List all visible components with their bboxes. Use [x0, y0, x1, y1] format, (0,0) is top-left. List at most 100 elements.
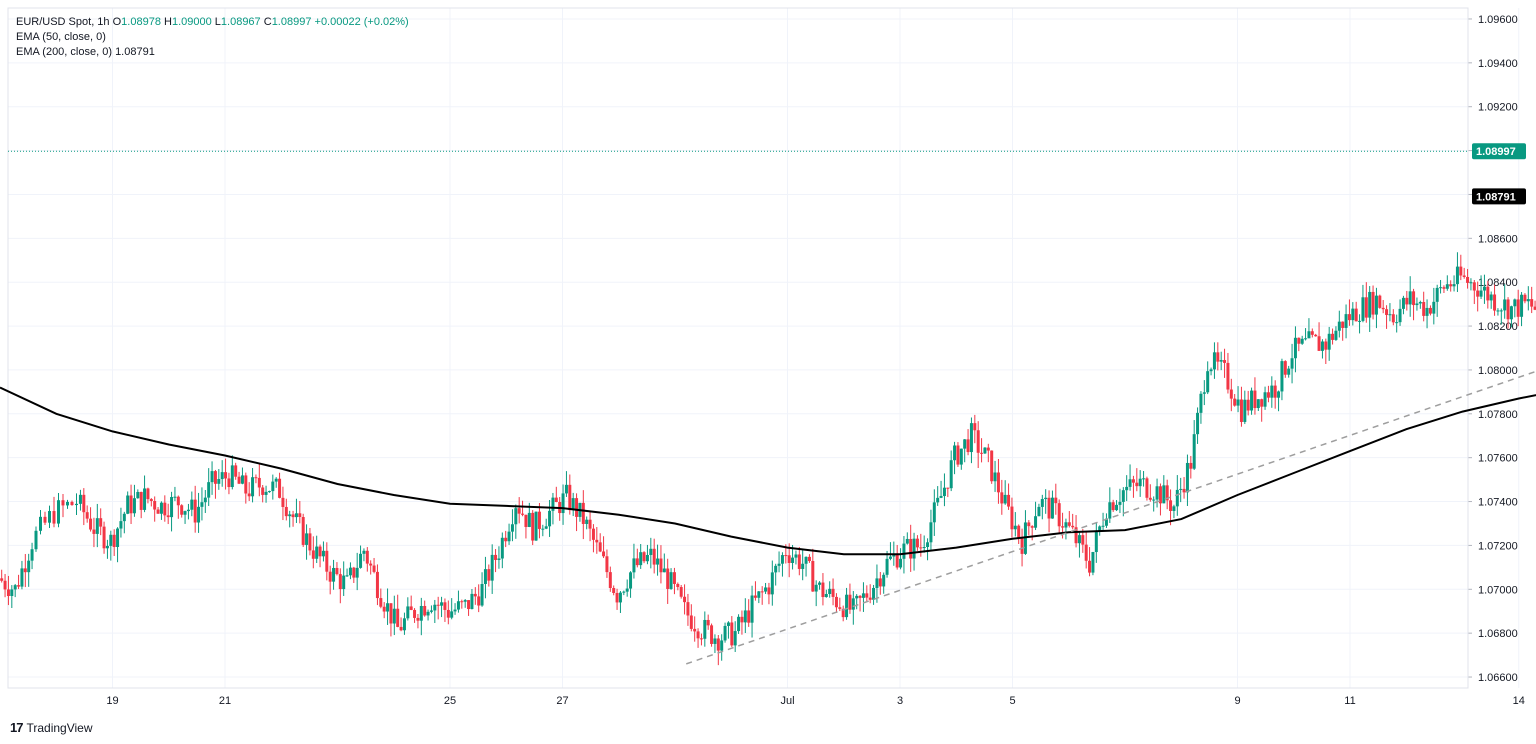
candle-body — [1388, 314, 1392, 316]
candle-body — [986, 447, 990, 451]
candle-body — [318, 546, 322, 557]
candle-body — [1405, 297, 1409, 305]
legend-low-label: L — [214, 16, 221, 28]
candle-body — [244, 475, 248, 494]
candle-body — [413, 609, 417, 618]
candle-body — [571, 498, 575, 511]
candle-body — [1007, 494, 1011, 507]
candle-body — [369, 563, 373, 566]
candle-body — [1442, 287, 1446, 289]
candle-body — [1131, 479, 1135, 483]
candle-body — [1425, 307, 1429, 316]
y-tick-label: 1.09600 — [1478, 14, 1518, 26]
candle-body — [939, 496, 943, 498]
candle-body — [760, 591, 764, 593]
candle-body — [517, 508, 521, 514]
y-tick-label: 1.09200 — [1478, 102, 1518, 114]
candle-body — [102, 526, 106, 549]
candle-body — [1466, 276, 1470, 283]
ema200-badge — [1472, 188, 1526, 205]
candle-body — [146, 488, 150, 500]
plot-frame — [7, 7, 1469, 689]
trend-line[interactable] — [686, 37, 1536, 665]
candle-body — [419, 605, 423, 621]
candle-body — [190, 499, 194, 510]
candle-body — [52, 511, 56, 524]
candle-body — [851, 598, 855, 610]
current-price-badge — [1472, 143, 1526, 160]
candle-body — [1310, 331, 1314, 335]
candle-body — [1277, 391, 1281, 398]
candle-body — [1239, 399, 1243, 422]
candle-body — [95, 518, 99, 534]
candle-body — [159, 502, 163, 514]
candle-body — [247, 493, 251, 497]
candle-body — [656, 558, 660, 565]
candle-body — [1233, 398, 1237, 406]
candle-body — [507, 531, 511, 542]
candle-body — [3, 580, 7, 590]
candle-body — [676, 583, 680, 588]
candle-body — [1212, 352, 1216, 370]
candle-body — [811, 561, 815, 592]
candle-body — [926, 542, 930, 548]
candle-body — [1401, 297, 1405, 309]
candle-body — [1209, 369, 1213, 372]
candle-body — [257, 477, 261, 488]
candle-body — [1445, 284, 1449, 289]
candle-body — [946, 487, 950, 489]
candle-body — [1459, 266, 1463, 276]
legend-ema200[interactable]: EMA (200, close, 0) 1.08791 — [16, 45, 409, 60]
candle-body — [1047, 497, 1051, 519]
candle-body — [122, 513, 126, 522]
candle-body — [271, 481, 275, 492]
candle-body — [622, 591, 626, 593]
candle-body — [1385, 309, 1389, 315]
candle-body — [85, 512, 89, 519]
candle-body — [1165, 485, 1169, 501]
ema200-line[interactable] — [0, 197, 1536, 556]
candle-body — [1506, 299, 1510, 320]
candle-body — [635, 558, 639, 566]
candle-body — [480, 584, 484, 606]
candle-body — [470, 593, 474, 610]
tradingview-logo[interactable]: 17 TradingView — [10, 720, 93, 735]
candle-body — [305, 533, 309, 545]
legend-ema50[interactable]: EMA (50, close, 0) — [16, 31, 106, 43]
legend-open: 1.08978 — [121, 16, 161, 28]
y-tick-label: 1.07400 — [1478, 497, 1518, 509]
candle-body — [217, 479, 221, 484]
legend-open-label: O — [112, 16, 122, 28]
candle-body — [1408, 291, 1412, 305]
candle-body — [1337, 321, 1341, 331]
candle-body — [264, 491, 268, 495]
candle-body — [872, 587, 876, 600]
candle-body — [980, 452, 984, 454]
candle-body — [294, 513, 298, 518]
candle-body — [109, 534, 113, 546]
candle-body — [399, 626, 403, 631]
candle-body — [497, 558, 501, 560]
candle-body — [1013, 525, 1017, 530]
candle-body — [602, 551, 606, 557]
candle-body — [1003, 494, 1007, 504]
candle-body — [1358, 320, 1362, 322]
candle-body — [1196, 412, 1200, 435]
candle-body — [13, 585, 17, 590]
candle-body — [1037, 506, 1041, 517]
candle-body — [1472, 282, 1476, 291]
candle-body — [1354, 308, 1358, 322]
candle-body — [1094, 531, 1098, 553]
candle-body — [227, 478, 231, 488]
candle-body — [1169, 500, 1173, 511]
candle-body — [1128, 479, 1132, 487]
candle-body — [359, 553, 363, 568]
candle-body — [1509, 306, 1513, 320]
legend-ema200-label: EMA (200, close, 0) — [16, 46, 112, 58]
candle-body — [1152, 499, 1156, 501]
candle-body — [429, 610, 433, 612]
candle-body — [1503, 299, 1507, 311]
legend-high: 1.09000 — [171, 16, 212, 28]
candle-body — [61, 500, 65, 506]
